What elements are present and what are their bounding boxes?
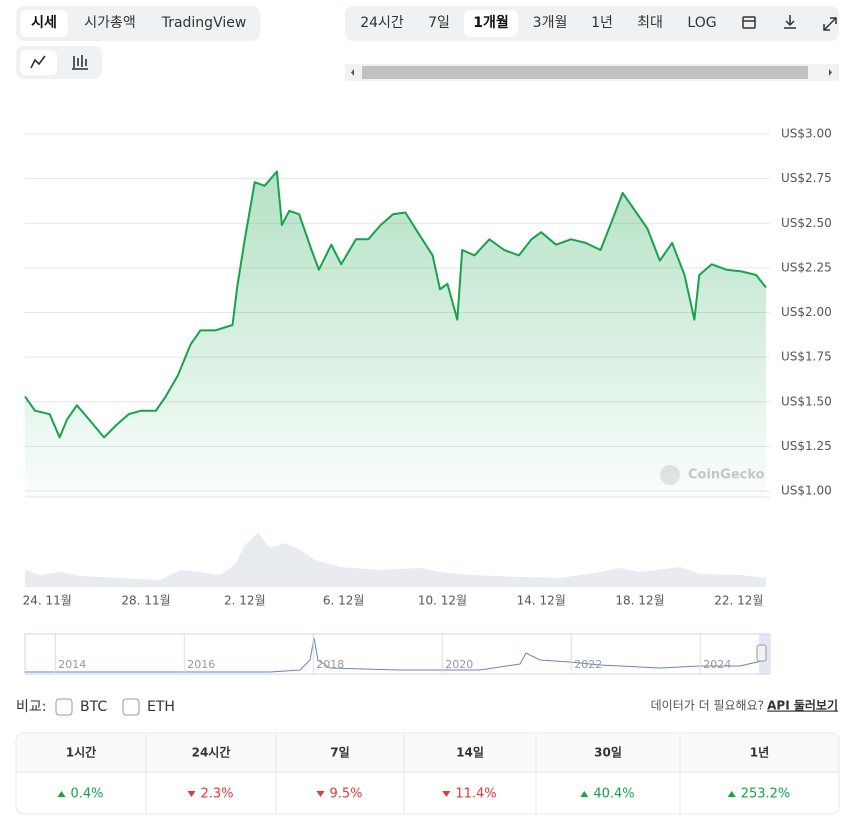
toolbar-icons[interactable] xyxy=(742,15,837,31)
scrollbar-thumb[interactable] xyxy=(362,66,808,79)
change-value: 9.5% xyxy=(329,787,362,802)
direction-arrow xyxy=(57,791,66,797)
candle-icon[interactable] xyxy=(72,55,88,70)
range-button[interactable]: 24시간 xyxy=(360,15,404,31)
direction-arrow xyxy=(187,791,196,797)
change-value: 40.4% xyxy=(593,787,634,802)
period-header: 14일 xyxy=(456,746,484,760)
compare-option[interactable]: ETH xyxy=(147,699,175,715)
navigator-label: 2024 xyxy=(703,658,731,671)
x-tick-label: 18. 12월 xyxy=(615,594,664,608)
compare-option[interactable]: BTC xyxy=(80,699,107,715)
checkbox[interactable] xyxy=(55,698,73,716)
table-header xyxy=(17,734,838,772)
navigator-label: 2016 xyxy=(187,658,215,671)
line-icon xyxy=(30,55,46,69)
price-area xyxy=(25,171,766,497)
x-tick-label: 22. 12월 xyxy=(714,594,763,608)
tab[interactable]: 시가총액 xyxy=(84,15,136,31)
direction-arrow xyxy=(316,791,325,797)
y-tick-label: US$1.00 xyxy=(781,484,832,498)
navigator-label: 2020 xyxy=(445,658,473,671)
x-tick-label: 14. 12월 xyxy=(517,594,566,608)
range-button[interactable]: 최대 xyxy=(637,15,663,31)
change-value: 0.4% xyxy=(70,787,103,802)
direction-arrow xyxy=(727,791,736,797)
direction-arrow xyxy=(442,791,451,797)
y-tick-label: US$3.00 xyxy=(781,127,832,141)
range-button[interactable]: 7일 xyxy=(428,15,450,31)
tab[interactable]: TradingView xyxy=(161,15,247,31)
period-header: 1시간 xyxy=(66,745,96,760)
range-button[interactable]: 1년 xyxy=(591,15,613,31)
y-tick-label: US$1.75 xyxy=(781,350,832,364)
range-button[interactable]: 1개월 xyxy=(473,14,509,31)
x-tick-label: 10. 12월 xyxy=(418,594,467,608)
direction-arrow xyxy=(580,791,589,797)
compare-label: 비교: xyxy=(16,699,46,715)
y-tick-label: US$1.50 xyxy=(781,394,832,408)
y-tick-label: US$2.25 xyxy=(781,260,832,274)
navigator-handle[interactable] xyxy=(756,644,767,662)
tab-active xyxy=(20,10,68,37)
tab-group xyxy=(16,6,260,41)
range-button[interactable]: 3개월 xyxy=(533,15,568,31)
navigator-label: 2022 xyxy=(574,658,602,671)
checkbox[interactable] xyxy=(122,698,140,716)
y-tick-label: US$2.75 xyxy=(781,171,832,185)
period-header: 1년 xyxy=(750,746,769,760)
change-value: 253.2% xyxy=(741,787,791,802)
period-header: 24시간 xyxy=(192,745,231,760)
change-value: 11.4% xyxy=(455,787,496,802)
api-prompt: 데이터가 더 필요해요? xyxy=(651,699,764,713)
change-value: 2.3% xyxy=(200,787,233,802)
x-tick-label: 6. 12월 xyxy=(323,594,365,608)
navigator-line xyxy=(25,637,767,673)
api-link[interactable]: API 둘러보기 xyxy=(767,698,838,713)
x-tick-label: 2. 12월 xyxy=(224,594,266,608)
period-header: 30일 xyxy=(594,746,622,760)
price-line xyxy=(24,170,767,439)
y-tick-label: US$2.00 xyxy=(781,305,832,319)
navigator-label: 2014 xyxy=(58,658,86,671)
tab[interactable]: 시세 xyxy=(31,15,57,31)
y-tick-label: US$2.50 xyxy=(781,216,832,230)
x-tick-label: 24. 11월 xyxy=(23,594,72,608)
x-tick-label: 28. 11월 xyxy=(121,594,170,608)
range-button[interactable]: LOG xyxy=(687,15,716,31)
range-active xyxy=(464,10,518,37)
volume-area xyxy=(25,533,766,587)
period-header: 7일 xyxy=(330,746,349,760)
y-tick-label: US$1.25 xyxy=(781,439,832,453)
navigator-label: 2018 xyxy=(316,658,344,671)
